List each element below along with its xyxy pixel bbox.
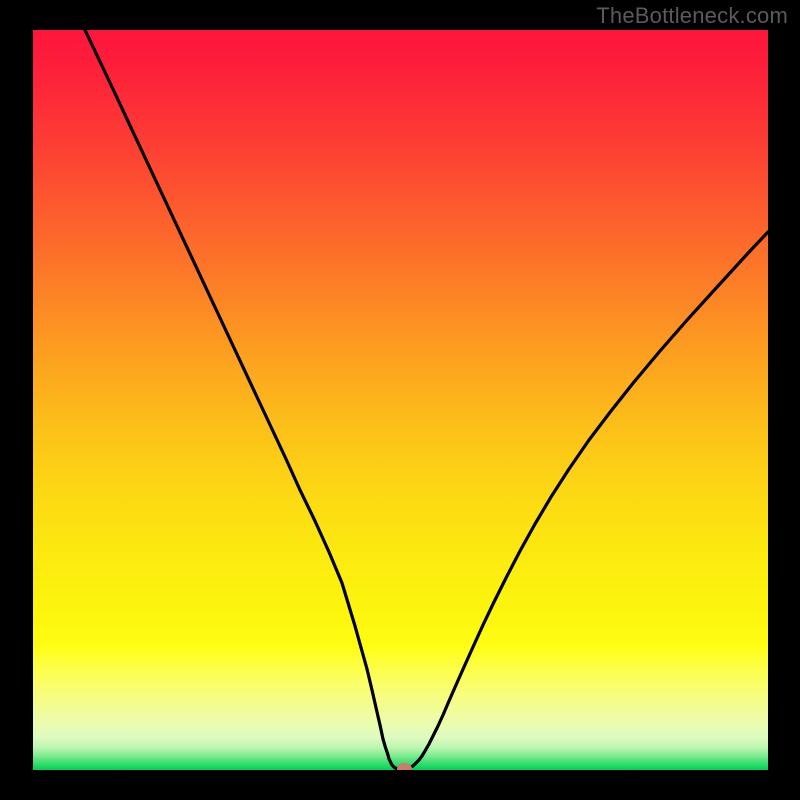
bottleneck-curve-svg [33, 30, 768, 770]
bottleneck-curve-path [85, 30, 768, 769]
optimal-point-marker [397, 763, 412, 770]
watermark-text: TheBottleneck.com [596, 3, 788, 29]
plot-frame [33, 30, 768, 770]
